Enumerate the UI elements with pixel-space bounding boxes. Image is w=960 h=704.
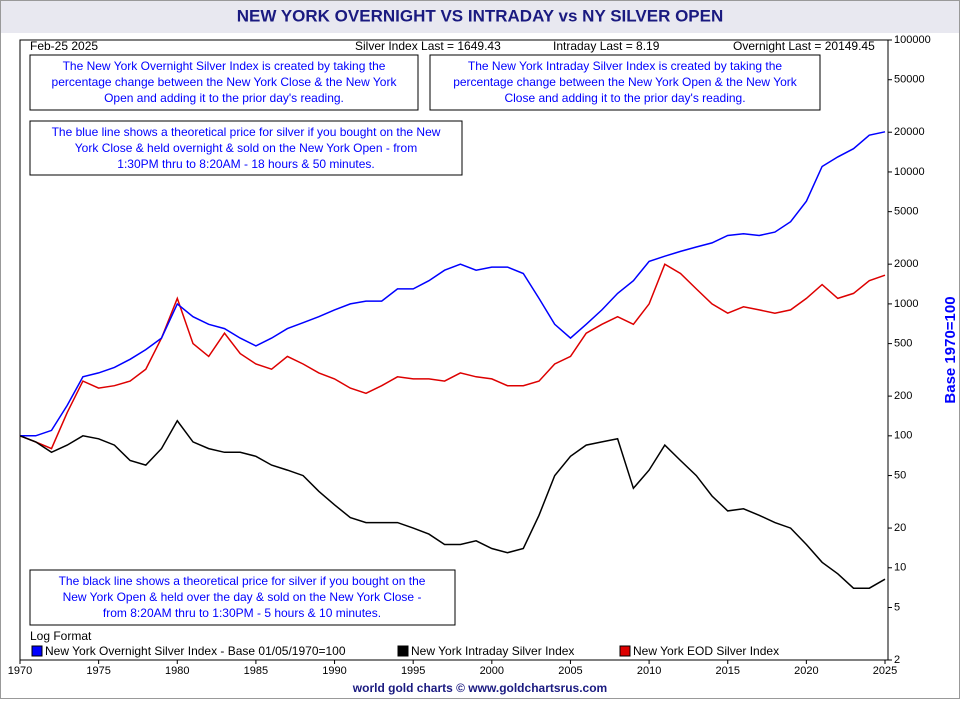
annotation-text: The black line shows a theoretical price… <box>59 574 426 588</box>
y-axis-label: Base 1970=100 <box>942 296 959 403</box>
footer: world gold charts © www.goldchartsrus.co… <box>352 681 607 695</box>
legend-swatch <box>619 645 631 657</box>
date-label: Feb-25 2025 <box>30 39 98 53</box>
x-tick-label: 2005 <box>558 665 582 677</box>
x-tick-label: 2015 <box>715 665 739 677</box>
x-tick-label: 2020 <box>794 665 818 677</box>
annotation-text: Open and adding it to the prior day's re… <box>104 91 344 105</box>
y-tick-label: 10 <box>894 562 906 574</box>
annotation-text: 1:30PM thru to 8:20AM - 18 hours & 50 mi… <box>117 157 374 171</box>
annotation-box <box>29 54 419 111</box>
y-tick-label: 2 <box>894 654 900 666</box>
legend-label: New York Intraday Silver Index <box>411 644 574 658</box>
annotation-text: The New York Intraday Silver Index is cr… <box>468 59 782 73</box>
legend-swatch <box>397 645 409 657</box>
x-tick-label: 2000 <box>480 665 504 677</box>
annotation-text: York Close & held overnight & sold on th… <box>75 141 417 155</box>
legend-swatch <box>31 645 43 657</box>
stat-label: Intraday Last = 8.19 <box>553 39 660 53</box>
annotation-text: percentage change between the New York C… <box>52 75 398 89</box>
x-tick-label: 1980 <box>165 665 189 677</box>
annotation-text: New York Open & held over the day & sold… <box>63 590 422 604</box>
x-tick-label: 1975 <box>86 665 110 677</box>
y-tick-label: 500 <box>894 338 912 350</box>
y-tick-label: 100 <box>894 430 912 442</box>
x-tick-label: 1995 <box>401 665 425 677</box>
annotation-box <box>429 54 821 111</box>
annotation-text: from 8:20AM thru to 1:30PM - 5 hours & 1… <box>103 606 381 620</box>
legend-label: New York EOD Silver Index <box>633 644 779 658</box>
scale-note: Log Format <box>30 629 92 643</box>
annotation-box <box>29 120 463 176</box>
y-tick-label: 50 <box>894 469 906 481</box>
title-bar <box>1 1 959 33</box>
y-tick-label: 5 <box>894 601 900 613</box>
x-tick-label: 1990 <box>322 665 346 677</box>
y-tick-label: 20 <box>894 522 906 534</box>
y-tick-label: 200 <box>894 390 912 402</box>
x-tick-label: 2010 <box>637 665 661 677</box>
series-line <box>20 131 886 437</box>
y-tick-label: 1000 <box>894 298 918 310</box>
legend-label: New York Overnight Silver Index - Base 0… <box>45 644 346 658</box>
chart-title: NEW YORK OVERNIGHT VS INTRADAY vs NY SIL… <box>237 6 724 25</box>
series-line <box>19 419 886 589</box>
annotation-box <box>29 569 456 626</box>
x-tick-label: 1985 <box>244 665 268 677</box>
y-tick-label: 10000 <box>894 166 925 178</box>
stat-label: Overnight Last = 20149.45 <box>733 39 875 53</box>
y-tick-label: 5000 <box>894 206 918 218</box>
annotation-text: The blue line shows a theoretical price … <box>52 125 441 139</box>
annotation-text: The New York Overnight Silver Index is c… <box>63 59 386 73</box>
y-tick-label: 20000 <box>894 126 925 138</box>
annotation-text: percentage change between the New York O… <box>453 75 798 89</box>
x-tick-label: 1970 <box>8 665 32 677</box>
y-tick-label: 100000 <box>894 34 931 46</box>
y-tick-label: 50000 <box>894 74 925 86</box>
y-tick-label: 2000 <box>894 258 918 270</box>
x-tick-label: 2025 <box>873 665 897 677</box>
stat-label: Silver Index Last = 1649.43 <box>355 39 501 53</box>
annotation-text: Close and adding it to the prior day's r… <box>504 91 745 105</box>
